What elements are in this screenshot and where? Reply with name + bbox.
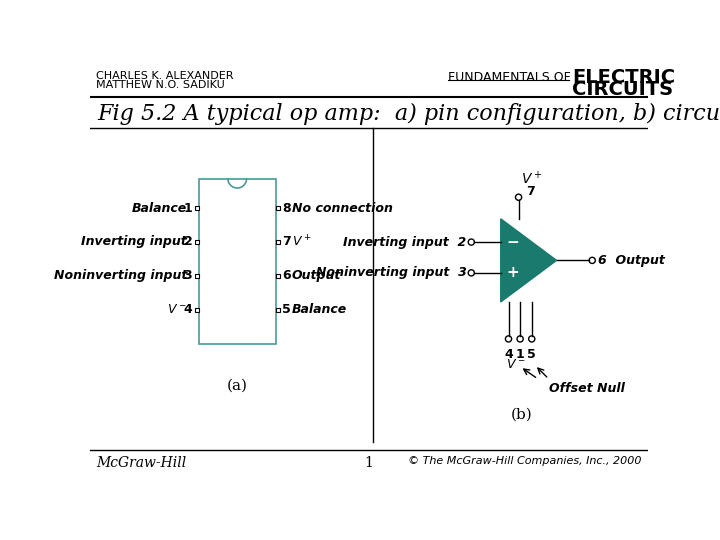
Text: $V^-$: $V^-$ [167,303,187,316]
Text: $V^+$: $V^+$ [521,170,542,187]
Circle shape [468,270,474,276]
Text: 7: 7 [282,235,291,248]
Text: 1: 1 [516,348,524,361]
Bar [276,308,280,312]
Circle shape [516,194,522,200]
Text: Noninverting input  3: Noninverting input 3 [316,266,467,279]
Text: Noninverting input: Noninverting input [53,269,187,282]
Circle shape [589,257,595,264]
Bar [276,274,280,278]
Text: $V^-$: $V^-$ [506,358,526,371]
Text: 7: 7 [526,185,535,198]
Text: 1: 1 [184,201,192,214]
Text: Balance: Balance [132,201,187,214]
Bar [276,206,280,210]
Text: Output: Output [292,269,341,282]
Text: 5: 5 [282,303,291,316]
Text: © The McGraw-Hill Companies, Inc., 2000: © The McGraw-Hill Companies, Inc., 2000 [408,456,642,466]
Text: 8: 8 [282,201,291,214]
Text: CHARLES K. ALEXANDER: CHARLES K. ALEXANDER [96,71,234,81]
Text: 5: 5 [527,348,536,361]
Circle shape [468,239,474,245]
Text: Inverting input: Inverting input [81,235,187,248]
Circle shape [517,336,523,342]
Text: (b): (b) [510,408,533,421]
Bar [194,240,199,244]
Circle shape [528,336,535,342]
Bar [276,240,280,244]
Text: 3: 3 [184,269,192,282]
Text: FUNDAMENTALS OF: FUNDAMENTALS OF [448,71,571,84]
Text: 6  Output: 6 Output [598,254,665,267]
Text: ELECTRIC: ELECTRIC [572,68,675,87]
Text: 2: 2 [184,235,192,248]
Text: 6: 6 [282,269,291,282]
Bar [194,308,199,312]
Text: +: + [506,265,519,280]
Text: Offset Null: Offset Null [549,382,625,395]
Text: CIRCUITS: CIRCUITS [572,80,673,99]
Text: 4: 4 [184,303,192,316]
Text: 4: 4 [504,348,513,361]
Polygon shape [500,219,557,302]
Text: MATTHEW N.O. SADIKU: MATTHEW N.O. SADIKU [96,80,225,90]
Bar [194,206,199,210]
Bar [199,179,276,345]
Text: No connection: No connection [292,201,392,214]
Text: (a): (a) [227,379,248,393]
Text: Fig 5.2 A typical op amp:  a) pin configuration, b) circuit symbol: Fig 5.2 A typical op amp: a) pin configu… [98,103,720,125]
Text: McGraw-Hill: McGraw-Hill [96,456,186,470]
Bar [194,274,199,278]
Text: Balance: Balance [292,303,347,316]
Text: 1: 1 [364,456,374,470]
Circle shape [505,336,512,342]
Text: −: − [506,234,519,249]
Text: Inverting input  2: Inverting input 2 [343,235,467,248]
Text: $V^+$: $V^+$ [292,234,311,249]
